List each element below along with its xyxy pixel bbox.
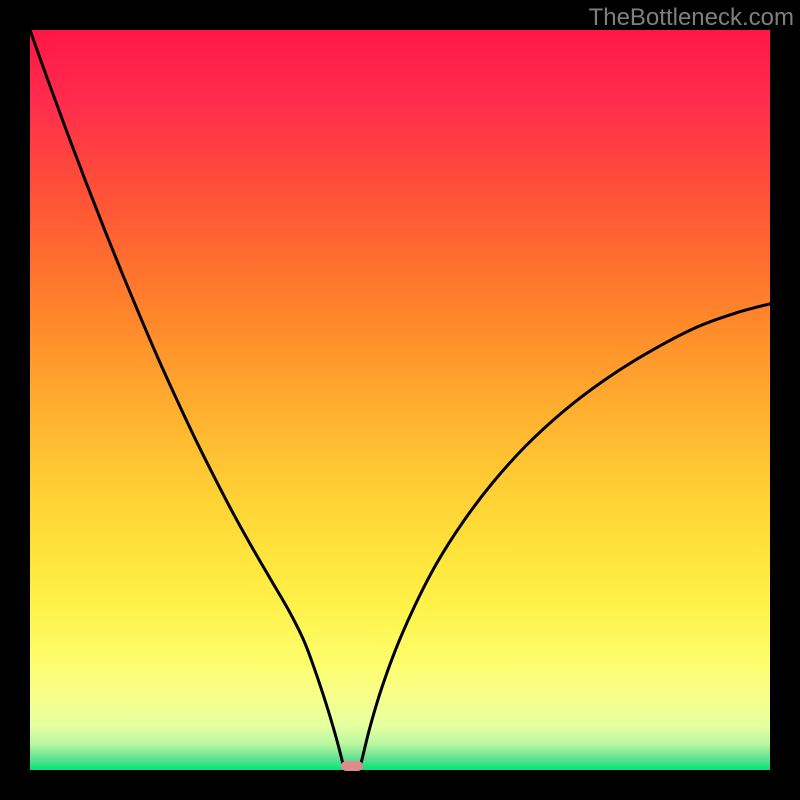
gradient-plot-area — [30, 30, 770, 770]
optimal-point-marker — [341, 761, 363, 771]
watermark-label: TheBottleneck.com — [589, 4, 794, 32]
bottleneck-chart-root: TheBottleneck.com — [0, 0, 800, 800]
